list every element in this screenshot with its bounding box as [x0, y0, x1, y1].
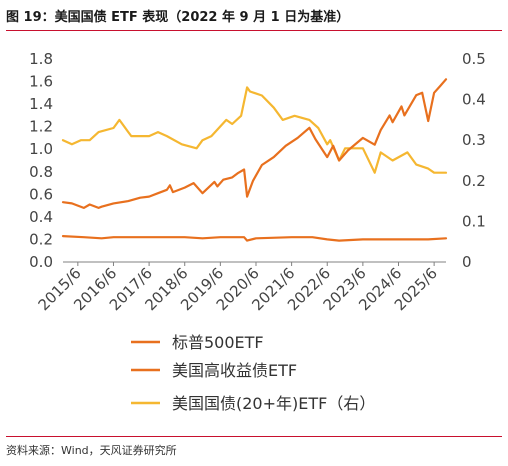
- y-left-tick-label: 0.0: [29, 253, 53, 271]
- source-rule: [6, 436, 502, 437]
- y-left-tick-label: 0.2: [29, 230, 53, 248]
- source-note: 资料来源：Wind，天风证券研究所: [6, 444, 177, 457]
- y-right-tick-label: 0: [462, 253, 472, 271]
- y-left-tick-label: 1.8: [29, 50, 53, 68]
- axes: 0.0 0.2 0.4 0.6 0.8 1.0 1.2 1.4 1.6 1.8 0 0.1 0.2 0.3…: [29, 50, 486, 314]
- y-right-tick-label: 0.2: [462, 172, 486, 190]
- legend: 标普500ETF 美国高收益债ETF 美国国债(20+年)ETF（右）: [131, 333, 375, 413]
- y-left-tick-label: 1.0: [29, 140, 53, 158]
- figure-title: 图 19：美国国债 ETF 表现（2022 年 9 月 1 日为基准）: [6, 10, 350, 25]
- y-left-tick-label: 0.8: [29, 163, 53, 181]
- legend-label-0: 标普500ETF: [172, 333, 264, 352]
- series-lines: [61, 78, 448, 242]
- title-rule: [6, 30, 502, 31]
- y-right-tick-label: 0.1: [462, 212, 486, 230]
- y-right-tick-label: 0.3: [462, 131, 486, 149]
- y-left-tick-label: 0.6: [29, 185, 53, 203]
- y-right-tick-label: 0.5: [462, 50, 486, 68]
- y-left-tick-label: 0.4: [29, 208, 53, 226]
- y-right-tick-label: 0.4: [462, 91, 486, 109]
- line-chart: 0.0 0.2 0.4 0.6 0.8 1.0 1.2 1.4 1.6 1.8 0 0.1 0.2 0.3…: [29, 50, 486, 413]
- legend-label-1: 美国高收益债ETF: [172, 361, 297, 380]
- y-left-tick-label: 1.2: [29, 118, 53, 136]
- legend-label-2: 美国国债(20+年)ETF（右）: [172, 394, 375, 413]
- series-line-2: [61, 86, 448, 174]
- series-line-0: [61, 78, 448, 209]
- y-left-tick-label: 1.6: [29, 73, 53, 91]
- series-line-1: [61, 235, 448, 242]
- y-left-tick-label: 1.4: [29, 95, 53, 113]
